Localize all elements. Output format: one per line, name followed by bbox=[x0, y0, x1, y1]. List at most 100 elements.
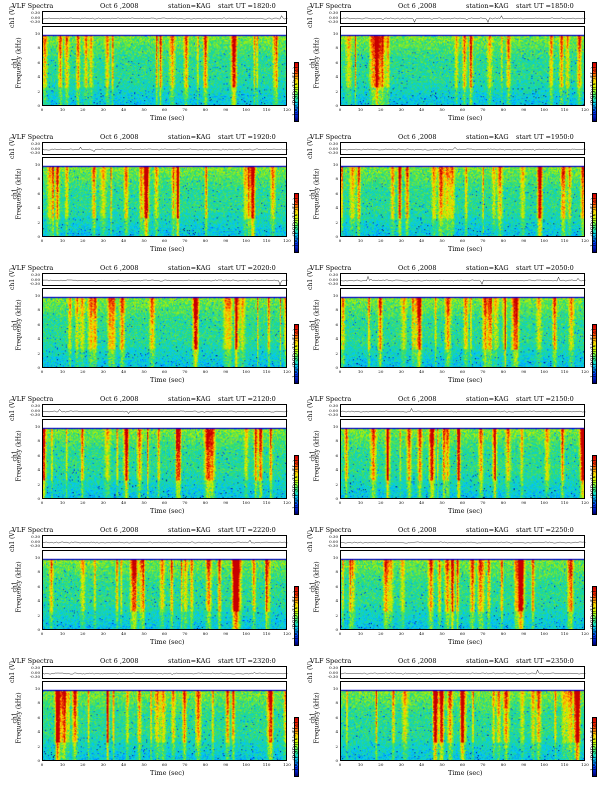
time-tick-label: 50 bbox=[141, 369, 147, 374]
time-tick-label: 80 bbox=[500, 631, 506, 636]
panel-start-time: start UT =2250:0 bbox=[516, 526, 574, 534]
frequency-tick-label: 8 bbox=[37, 569, 40, 575]
time-tick-label: 10 bbox=[357, 369, 363, 374]
colorbar bbox=[294, 324, 299, 384]
panel-station: station=KAG bbox=[466, 264, 509, 272]
panel-start-time: start UT =1850:0 bbox=[516, 2, 574, 10]
waveform-tick-label: -0.30 bbox=[327, 150, 338, 155]
spectrogram-panel: VLF Spectra Oct 6 ,2008 station=KAG start U… bbox=[8, 395, 308, 525]
time-tick-label: 60 bbox=[459, 500, 466, 505]
time-tick-label: 90 bbox=[521, 107, 527, 112]
time-tick-label: 40 bbox=[419, 107, 425, 112]
waveform-axis-label: ch1 (V) bbox=[306, 268, 314, 290]
frequency-tick-label: 4 bbox=[335, 729, 338, 735]
time-tick-label: 70 bbox=[480, 631, 486, 636]
time-tick-label: 30 bbox=[398, 500, 404, 505]
time-tick-label: 50 bbox=[141, 238, 147, 243]
waveform-trace bbox=[42, 15, 288, 20]
frequency-panel-label: ch1 bbox=[11, 319, 19, 331]
time-tick-label: 10 bbox=[357, 631, 363, 636]
time-tick-label: 20 bbox=[378, 631, 384, 636]
waveform-line bbox=[340, 15, 586, 23]
panel-station: station=KAG bbox=[466, 2, 509, 10]
time-tick-label: 50 bbox=[439, 762, 445, 767]
time-tick-label: 110 bbox=[262, 369, 271, 374]
frequency-tick-label: 2 bbox=[37, 219, 40, 225]
time-tick-label: 60 bbox=[459, 238, 466, 243]
time-tick-label: 90 bbox=[521, 631, 527, 636]
spectrogram-panel: VLF Spectra Oct 6 ,2008 station=KAG start U… bbox=[306, 133, 606, 263]
time-tick-label: 100 bbox=[242, 631, 250, 636]
colorbar-label: log(PSD)(V²/Hz) bbox=[590, 66, 598, 116]
time-axis-label: Time (sec) bbox=[448, 769, 483, 777]
frequency-tick-label: 2 bbox=[335, 612, 338, 618]
frequency-tick-label: 2 bbox=[335, 350, 338, 356]
time-tick-label: 30 bbox=[100, 238, 106, 243]
waveform-tick-label: 0.30 bbox=[31, 272, 40, 277]
waveform-axis-label: ch1 (V) bbox=[8, 530, 16, 552]
time-tick-label: 0 bbox=[338, 500, 342, 505]
time-tick-label: 0 bbox=[40, 762, 44, 767]
time-tick-label: 30 bbox=[100, 107, 106, 112]
time-tick-label: 30 bbox=[398, 238, 404, 243]
frequency-panel-label: ch1 bbox=[309, 450, 317, 462]
frequency-panel-label: ch1 bbox=[11, 712, 19, 724]
frequency-tick-label: 0 bbox=[37, 365, 40, 370]
panel-title: VLF Spectra bbox=[12, 395, 54, 403]
frequency-tick-label: 10 bbox=[332, 293, 338, 298]
time-tick-label: 50 bbox=[141, 631, 147, 636]
waveform-trace bbox=[42, 146, 288, 153]
time-tick-label: 60 bbox=[161, 631, 168, 636]
colorbar bbox=[294, 586, 299, 646]
time-tick-label: 10 bbox=[59, 107, 65, 112]
frequency-tick-label: 10 bbox=[332, 31, 338, 36]
waveform-trace bbox=[340, 146, 586, 151]
time-tick-label: 120 bbox=[283, 762, 291, 767]
frequency-panel-label: ch1 bbox=[11, 450, 19, 462]
time-tick-label: 40 bbox=[419, 631, 425, 636]
panel-start-time: start UT =2320:0 bbox=[218, 657, 276, 665]
panel-title: VLF Spectra bbox=[310, 526, 352, 534]
frequency-panel-label: ch1 bbox=[11, 57, 19, 69]
time-tick-label: 20 bbox=[80, 500, 86, 505]
panel-start-time: start UT =1820:0 bbox=[218, 2, 276, 10]
panel-date: Oct 6 ,2008 bbox=[100, 657, 139, 665]
time-tick-label: 100 bbox=[540, 369, 548, 374]
waveform-trace bbox=[42, 279, 288, 286]
waveform-tick-label: -0.30 bbox=[327, 543, 338, 548]
waveform-strip bbox=[340, 11, 586, 24]
colorbar bbox=[592, 324, 597, 384]
spectrogram-panel: VLF Spectra Oct 6 ,2008 station=KAG start U… bbox=[8, 2, 308, 132]
spectrogram-image bbox=[43, 27, 286, 105]
frequency-tick-label: 8 bbox=[335, 45, 338, 51]
time-tick-label: 60 bbox=[459, 631, 466, 636]
time-tick-label: 10 bbox=[59, 631, 65, 636]
colorbar-label: log(PSD)(V²/Hz) bbox=[292, 721, 300, 771]
panel-start-time: start UT =1920:0 bbox=[218, 133, 276, 141]
waveform-tick-label: 0.00 bbox=[31, 669, 40, 675]
time-tick-label: 30 bbox=[100, 369, 106, 374]
panel-start-time: start UT =2150:0 bbox=[516, 395, 574, 403]
time-tick-label: 60 bbox=[161, 500, 168, 505]
time-tick-label: 0 bbox=[40, 369, 44, 374]
waveform-tick-label: 0.00 bbox=[31, 538, 40, 544]
waveform-tick-label: 0.00 bbox=[31, 276, 40, 282]
colorbar-label: log(PSD)(V²/Hz) bbox=[292, 590, 300, 640]
time-axis-label: Time (sec) bbox=[150, 769, 185, 777]
panel-date: Oct 6 ,2008 bbox=[398, 526, 437, 534]
waveform-trace bbox=[42, 539, 288, 544]
colorbar-label: log(PSD)(V²/Hz) bbox=[590, 197, 598, 247]
time-tick-label: 70 bbox=[182, 238, 188, 243]
time-tick-label: 20 bbox=[378, 762, 384, 767]
waveform-axis-label: ch1 (V) bbox=[8, 137, 16, 159]
frequency-tick-label: 2 bbox=[37, 481, 40, 487]
time-tick-label: 80 bbox=[202, 369, 208, 374]
spectrogram-panel: VLF Spectra Oct 6 ,2008 station=KAG start U… bbox=[306, 395, 606, 525]
colorbar bbox=[294, 717, 299, 777]
frequency-tick-label: 2 bbox=[37, 612, 40, 618]
time-tick-label: 10 bbox=[59, 762, 65, 767]
frequency-tick-label: 4 bbox=[37, 74, 40, 80]
waveform-strip bbox=[340, 404, 586, 417]
frequency-tick-label: 10 bbox=[34, 293, 40, 298]
time-tick-label: 30 bbox=[100, 500, 106, 505]
